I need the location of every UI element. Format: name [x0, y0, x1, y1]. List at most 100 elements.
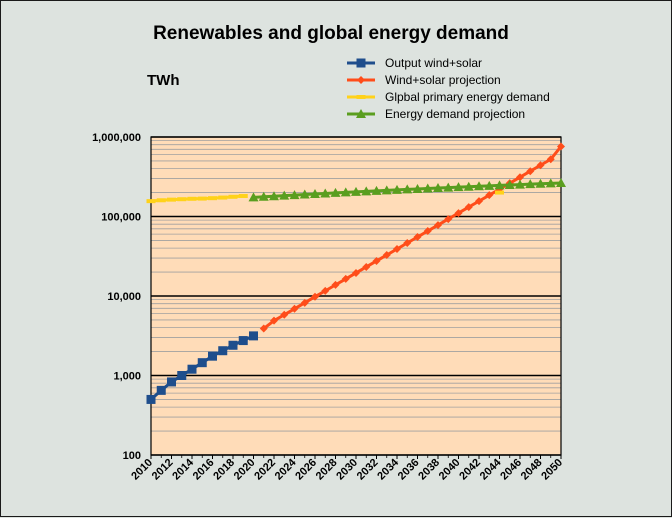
data-point: [156, 198, 166, 203]
data-point: [474, 181, 484, 191]
data-point: [290, 304, 299, 313]
y-tick-label: 100,000: [101, 212, 141, 224]
data-point: [402, 184, 413, 194]
legend-label: Glpbal primary energy demand: [385, 90, 550, 104]
x-tick-label: 2046: [498, 457, 524, 483]
data-point: [356, 109, 366, 118]
data-point: [535, 178, 546, 188]
data-point: [299, 189, 310, 199]
data-point: [443, 182, 454, 192]
data-point: [218, 195, 228, 200]
data-point: [422, 183, 433, 193]
data-point: [352, 268, 360, 277]
x-tick-label: 2036: [396, 457, 422, 483]
data-point: [557, 142, 565, 151]
data-point: [494, 180, 505, 190]
y-tick-label: 100: [123, 450, 141, 462]
legend-label: Wind+solar projection: [385, 73, 501, 87]
x-tick-label: 2020: [232, 457, 258, 483]
x-tick-label: 2026: [293, 457, 319, 483]
data-point: [516, 173, 524, 182]
data-point: [371, 185, 382, 195]
data-point: [536, 161, 545, 170]
data-point: [331, 280, 340, 289]
legend-label: Output wind+solar: [385, 56, 482, 70]
data-point: [356, 58, 366, 68]
data-point: [197, 196, 207, 201]
data-point: [484, 180, 495, 190]
data-point: [434, 221, 442, 230]
x-axis-ticks: 2010201220142016201820202022202420262028…: [129, 455, 565, 482]
series-line: [150, 194, 244, 203]
data-point: [177, 197, 187, 202]
data-point: [413, 233, 422, 242]
y-tick-label: 1,000: [113, 371, 141, 383]
data-point: [340, 187, 351, 197]
data-point: [280, 310, 289, 319]
data-point: [525, 179, 536, 189]
y-axis-unit-label: TWh: [147, 72, 179, 89]
data-point: [259, 324, 268, 333]
data-point: [311, 292, 319, 301]
data-point: [187, 196, 197, 201]
data-point: [372, 256, 381, 265]
data-point: [146, 199, 156, 204]
legend-label: Energy demand projection: [385, 107, 525, 121]
data-point: [228, 194, 238, 199]
y-tick-label: 10,000: [107, 291, 141, 303]
data-point: [357, 76, 365, 84]
x-tick-label: 2050: [539, 457, 565, 483]
data-point: [218, 346, 228, 356]
series-1: [146, 331, 258, 404]
data-point: [289, 190, 300, 200]
x-tick-label: 2038: [416, 457, 442, 483]
data-point: [320, 188, 331, 198]
data-point: [453, 182, 464, 192]
x-tick-label: 2024: [273, 456, 299, 482]
data-point: [208, 196, 217, 201]
data-point: [556, 177, 566, 187]
data-point: [475, 197, 483, 206]
data-point: [403, 239, 412, 248]
x-tick-label: 2032: [355, 457, 381, 483]
data-point: [249, 331, 258, 341]
data-point: [300, 298, 309, 307]
data-point: [269, 191, 279, 201]
data-point: [485, 191, 494, 200]
data-point: [545, 178, 556, 188]
data-point: [177, 371, 187, 380]
data-point: [463, 181, 474, 191]
data-point: [381, 185, 392, 195]
x-tick-label: 2044: [478, 456, 504, 482]
data-point: [238, 194, 248, 199]
data-point: [362, 262, 371, 271]
data-point: [526, 167, 535, 176]
y-axis-ticks: 100 1,000 10,000 100,000 1,000,000: [92, 132, 141, 462]
data-point: [321, 286, 330, 295]
data-point: [433, 183, 443, 193]
data-point: [156, 385, 166, 395]
x-tick-label: 2034: [375, 456, 401, 482]
series-2: [259, 142, 565, 333]
data-point: [392, 184, 402, 194]
x-tick-label: 2040: [437, 457, 463, 483]
series-4: [248, 177, 566, 202]
data-point: [330, 187, 341, 197]
data-point: [279, 190, 290, 200]
data-point: [146, 394, 156, 404]
data-point: [238, 336, 248, 346]
data-point: [248, 192, 259, 202]
data-point: [504, 180, 515, 190]
x-tick-label: 2022: [252, 457, 278, 483]
chart-title: Renewables and global energy demand: [153, 23, 509, 44]
data-point: [454, 209, 463, 218]
data-point: [356, 95, 366, 99]
data-point: [444, 215, 453, 224]
data-point: [382, 250, 391, 259]
x-tick-label: 2048: [519, 457, 545, 483]
data-point: [495, 190, 504, 195]
series-3: [146, 190, 504, 204]
data-point: [546, 155, 555, 164]
